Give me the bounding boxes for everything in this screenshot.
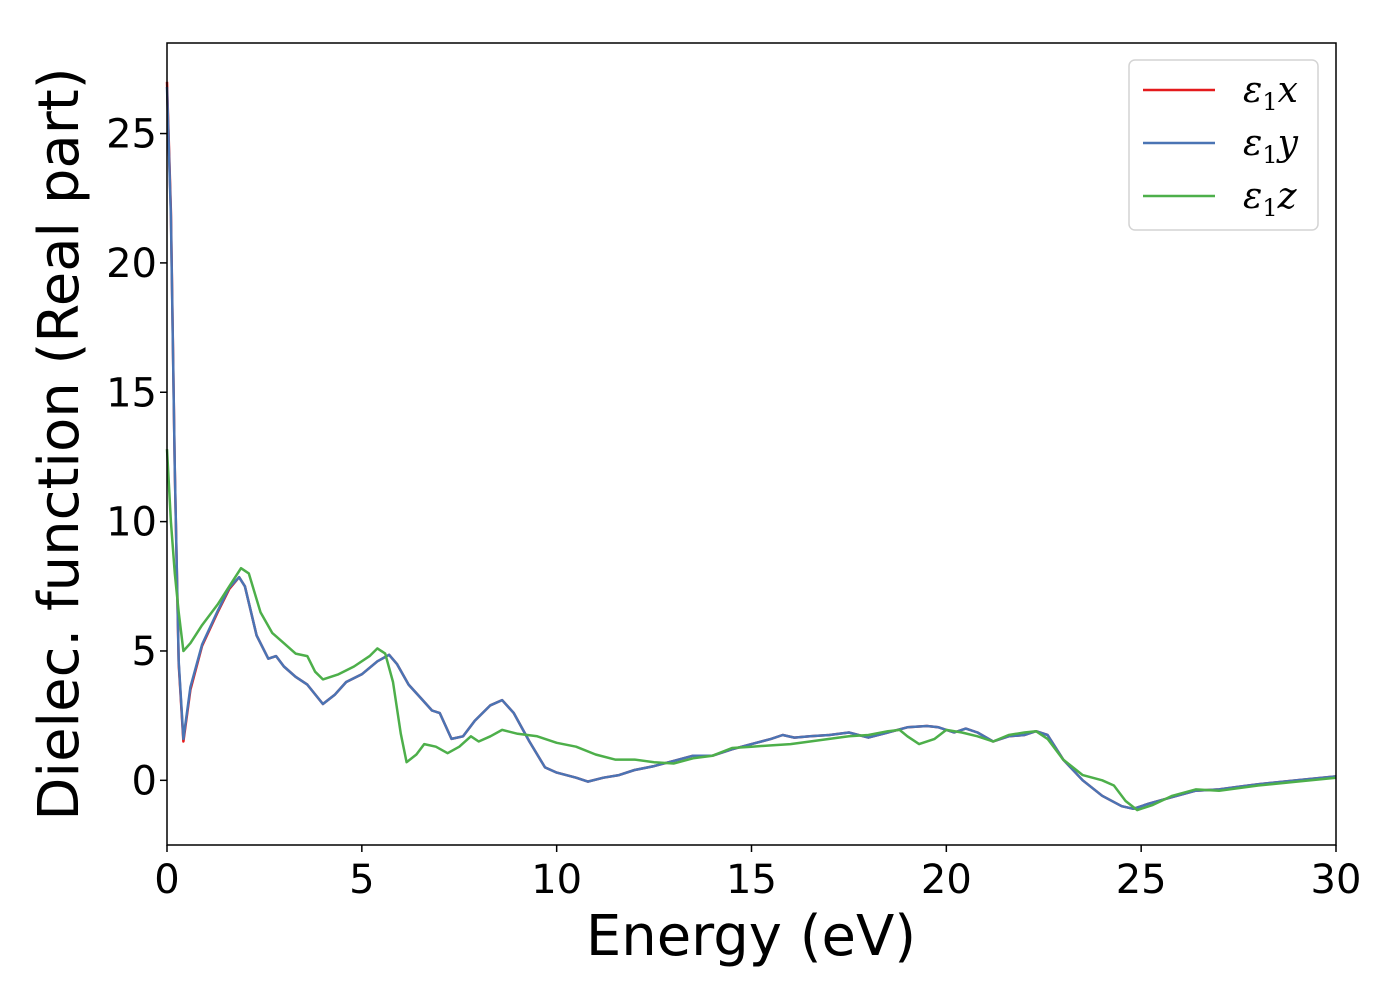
y-tick-label: 15 bbox=[106, 370, 157, 416]
legend-label-x: ε1x bbox=[1243, 70, 1298, 116]
x-axis-title: Energy (eV) bbox=[586, 904, 916, 969]
y-tick-label: 0 bbox=[132, 758, 157, 804]
y-axis-title: Dielec. function (Real part) bbox=[27, 67, 92, 820]
series-line-y bbox=[165, 86, 1337, 811]
x-tick-label: 25 bbox=[1116, 857, 1167, 903]
legend-box bbox=[1128, 59, 1319, 231]
x-tick-label: 0 bbox=[154, 857, 179, 903]
y-axis-ticks: 0 5 10 15 20 25 bbox=[106, 112, 167, 804]
y-tick-label: 20 bbox=[106, 241, 157, 287]
y-tick-label: 25 bbox=[106, 112, 157, 158]
legend: ε1x ε1y ε1z bbox=[1128, 59, 1319, 231]
legend-label-y: ε1y bbox=[1243, 123, 1299, 169]
series-lines bbox=[165, 81, 1337, 812]
x-tick-label: 15 bbox=[726, 857, 777, 903]
y-tick-label: 10 bbox=[106, 500, 157, 546]
y-tick-label: 5 bbox=[132, 629, 157, 675]
x-tick-label: 10 bbox=[531, 857, 582, 903]
x-axis-ticks: 0 5 10 15 20 25 30 bbox=[154, 845, 1361, 903]
legend-label-z: ε1z bbox=[1243, 176, 1298, 222]
x-tick-label: 30 bbox=[1311, 857, 1362, 903]
x-tick-label: 20 bbox=[921, 857, 972, 903]
x-tick-label: 5 bbox=[349, 857, 374, 903]
series-line-z bbox=[165, 449, 1337, 812]
